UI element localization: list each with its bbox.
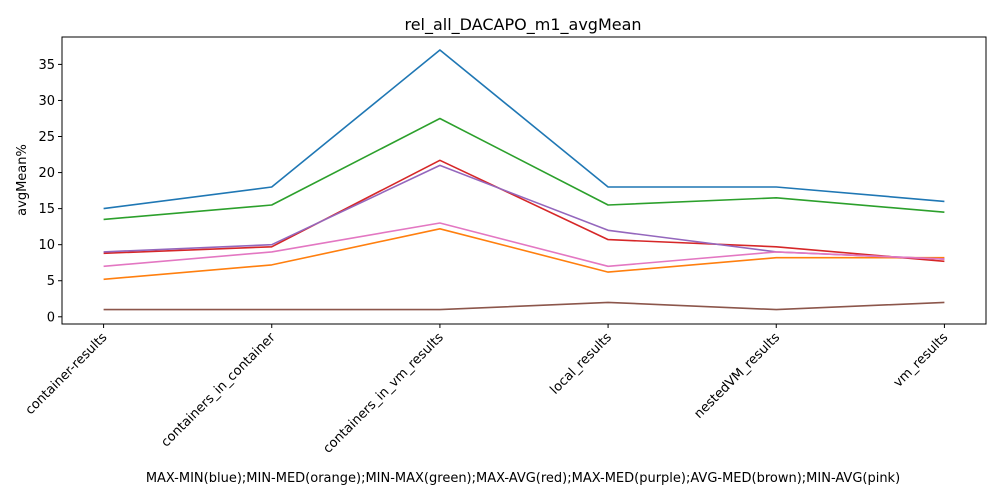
x-tick-label: vm_results bbox=[891, 330, 952, 391]
x-axis: container-results containers_in_container… bbox=[23, 324, 952, 457]
series-line-7 bbox=[103, 222, 945, 268]
x-tick-label: containers_in_vm_results bbox=[320, 330, 446, 456]
y-tick-label: 35 bbox=[38, 58, 55, 73]
y-tick-label: 20 bbox=[38, 166, 55, 181]
y-tick-label: 25 bbox=[38, 130, 55, 145]
y-tick-label: 5 bbox=[47, 274, 55, 289]
y-axis: 0 5 10 15 20 25 30 35 bbox=[38, 58, 62, 325]
y-tick-label: 30 bbox=[38, 94, 55, 109]
y-axis-label: avgMean% bbox=[15, 144, 30, 216]
series-line-2 bbox=[103, 228, 945, 281]
plot-area-frame bbox=[61, 36, 987, 325]
chart-title: rel_all_DACAPO_m1_avgMean bbox=[404, 15, 641, 35]
x-tick-label: nestedVM_results bbox=[691, 330, 783, 422]
y-tick-label: 10 bbox=[38, 238, 55, 253]
series-layer bbox=[103, 49, 945, 311]
x-axis-label: MAX-MIN(blue);MIN-MED(orange);MIN-MAX(gr… bbox=[146, 471, 900, 486]
x-tick-label: container-results bbox=[23, 330, 111, 418]
series-line-1 bbox=[103, 49, 945, 210]
y-tick-label: 0 bbox=[47, 310, 55, 325]
series-line-3 bbox=[103, 117, 945, 221]
series-line-6 bbox=[103, 301, 945, 311]
series-line-4 bbox=[103, 159, 945, 263]
x-tick-label: local_results bbox=[547, 330, 615, 398]
y-tick-label: 15 bbox=[38, 202, 55, 217]
x-tick-label: containers_in_container bbox=[158, 330, 279, 451]
